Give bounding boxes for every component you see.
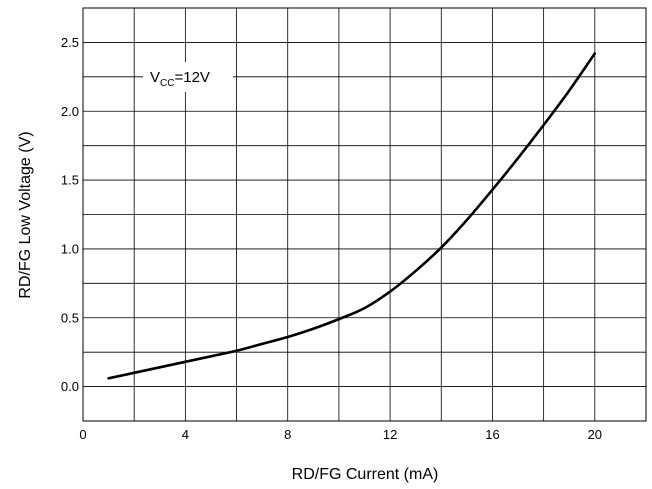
x-tick-label: 12 [383,427,397,442]
y-tick-label: 0.5 [61,310,79,325]
y-tick-labels: 0.0 0.5 1.0 1.5 2.0 2.5 [61,35,79,394]
x-tick-label: 4 [182,427,189,442]
annotation-box [143,62,233,92]
plot-frame [82,7,647,422]
annotation-suffix: =12V [174,69,209,86]
y-tick-label: 1.5 [61,173,79,188]
series-line [107,52,597,380]
grid-lines [83,8,646,421]
y-tick-label: 0.0 [61,379,79,394]
x-tick-label: 20 [588,427,602,442]
x-tick-label: 16 [485,427,499,442]
x-tick-label: 0 [79,427,86,442]
y-axis-title: RD/FG Low Voltage (V) [17,131,34,298]
x-tick-labels: 0 4 8 12 16 20 [79,427,602,442]
y-tick-label: 2.5 [61,35,79,50]
vcc-annotation: VCC=12V [150,69,210,89]
y-tick-label: 1.0 [61,241,79,256]
annotation-main: V [150,69,160,86]
annotation-subscript: CC [160,78,174,89]
x-axis-title: RD/FG Current (mA) [292,466,439,483]
x-tick-label: 8 [284,427,291,442]
y-tick-label: 2.0 [61,104,79,119]
series-layer [107,52,597,380]
